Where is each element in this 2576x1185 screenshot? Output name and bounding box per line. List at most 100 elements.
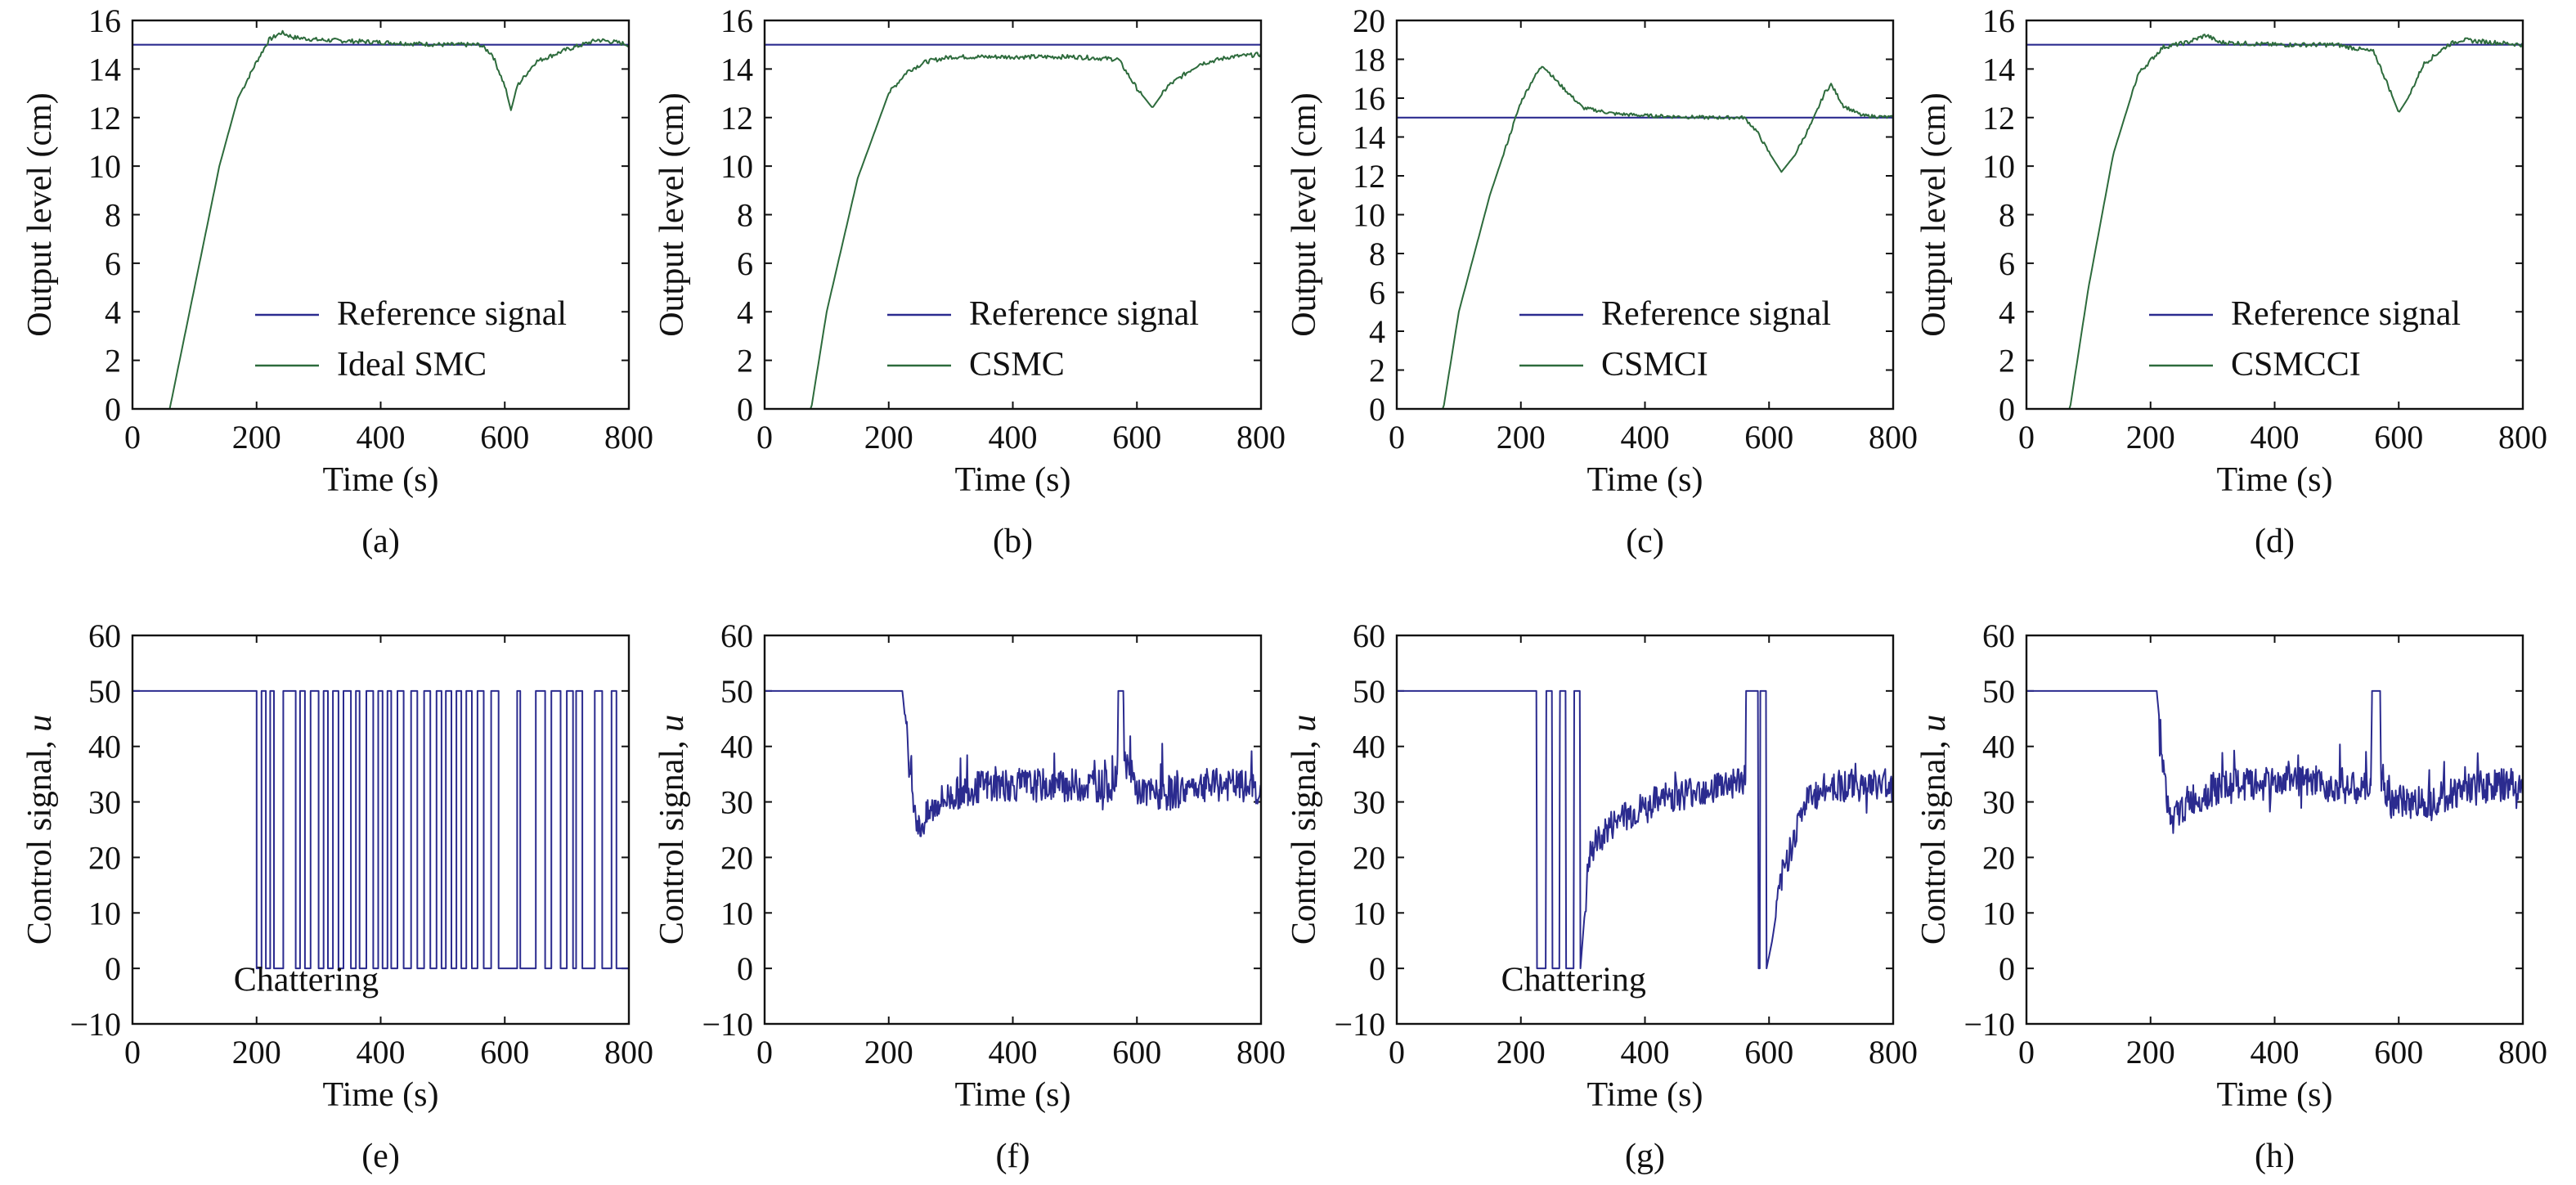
y-tick-label: 50 [1353,673,1385,710]
chart-panel-a: 0 200 400 600 800 0 2 4 6 8 10 12 14 16 Time (s) Output… [21,2,653,560]
y-tick-label: 20 [1353,839,1385,876]
y-axis-label-text: Output level (cm) [21,92,59,337]
series-group [2026,34,2523,409]
x-tick-label: 800 [604,419,653,456]
x-tick-label: 600 [480,419,529,456]
x-tick-label: 400 [357,1034,406,1071]
y-tick-label: 10 [1353,197,1385,234]
plot-frame [2025,634,2524,1026]
x-axis-label: Time (s) [2217,1076,2333,1114]
series-group [132,29,629,409]
x-tick-label: 0 [2018,419,2035,456]
y-tick-label: 40 [88,729,121,765]
x-tick-label: 200 [232,1034,281,1071]
series-group [1397,65,1893,409]
y-tick-label: 2 [105,343,121,379]
y-axis-label: Control signal, u [21,715,59,945]
y-tick-label: 20 [720,839,753,876]
y-tick-label: 2 [737,343,753,379]
y-tick-label: 8 [105,197,121,234]
x-tick-label: 800 [1236,419,1286,456]
y-tick-label: 20 [1982,839,2015,876]
y-tick-label: 14 [1353,119,1385,156]
y-axis-label: Control signal, u [1915,715,1953,945]
x-tick-label: 400 [989,1034,1038,1071]
y-tick-label: 10 [1982,895,2015,931]
x-tick-label: 600 [1112,419,1161,456]
y-tick-label: 0 [1999,391,2015,428]
chart-panel-b: 0 200 400 600 800 0 2 4 6 8 10 12 14 16 Time (s) Output… [653,2,1286,560]
y-tick-label: 10 [1982,148,2015,185]
x-tick-label: 800 [1869,419,1918,456]
legend-label: CSMCI [1601,346,1708,384]
y-tick-label: 16 [720,2,753,39]
x-axis-label: Time (s) [955,461,1071,499]
y-axis-label: Control signal, u [1286,715,1323,945]
series-line-control [132,689,629,970]
x-tick-label: 200 [864,419,913,456]
y-tick-label: 30 [88,784,121,821]
y-tick-label: 12 [1982,100,2015,137]
legend-label: Ideal SMC [337,346,487,384]
y-tick-label: 12 [88,100,121,137]
x-axis-label: Time (s) [1587,1076,1703,1114]
chattering-annotation: Chattering [1501,961,1646,999]
x-tick-label: 200 [232,419,281,456]
y-tick-label: 30 [720,784,753,821]
x-tick-label: 0 [756,419,773,456]
x-tick-label: 800 [604,1034,653,1071]
x-tick-label: 200 [2126,419,2175,456]
legend-label: Reference signal [969,295,1199,333]
y-tick-label: −10 [1963,1006,2015,1043]
x-tick-label: 200 [1497,1034,1546,1071]
series-line-control [765,689,1261,837]
y-tick-label: 8 [737,197,753,234]
chart-panel-d: 0 200 400 600 800 0 2 4 6 8 10 12 14 16 Time (s) Output… [1915,2,2547,560]
y-tick-label: 12 [1353,158,1385,195]
legend-label: CSMCCI [2231,346,2361,384]
panel-caption: (d) [2255,523,2295,560]
y-axis-label-symbol: u [1915,715,1953,732]
y-tick-label: 0 [1999,950,2015,987]
y-tick-label: 30 [1353,784,1385,821]
x-tick-label: 600 [1744,419,1793,456]
panel-caption: (h) [2255,1138,2295,1175]
x-axis-label: Time (s) [2217,461,2333,499]
x-tick-label: 400 [357,419,406,456]
chattering-annotation: Chattering [234,961,379,999]
series-group [765,43,1261,409]
x-tick-label: 600 [2374,419,2423,456]
series-line-output [150,29,629,409]
y-tick-label: −10 [702,1006,753,1043]
y-tick-label: 0 [1369,950,1385,987]
y-tick-label: 16 [1353,80,1385,117]
plot-frame [763,634,1263,1026]
y-tick-label: −10 [1334,1006,1385,1043]
y-tick-label: 18 [1353,42,1385,79]
plot-frame [1395,19,1895,411]
y-axis-label: Output level (cm) [1915,92,1953,337]
x-tick-label: 0 [124,419,141,456]
plot-frame [131,19,631,411]
y-tick-label: 10 [720,148,753,185]
x-tick-label: 0 [124,1034,141,1071]
x-axis-label: Time (s) [1587,461,1703,499]
plot-frame [763,19,1263,411]
legend-label: Reference signal [2231,295,2461,333]
y-tick-label: 2 [1369,352,1385,389]
panel-caption: (c) [1626,523,1664,560]
series-group [132,689,629,970]
x-tick-label: 800 [2498,419,2547,456]
y-tick-label: 20 [1353,2,1385,39]
y-tick-label: 0 [105,391,121,428]
x-tick-label: 600 [480,1034,529,1071]
y-axis-label-text: Output level (cm) [653,92,691,337]
y-axis-label-text: Control signal, [21,732,59,945]
x-tick-label: 400 [1621,419,1670,456]
x-tick-label: 400 [1621,1034,1670,1071]
y-tick-label: 10 [720,895,753,931]
x-tick-label: 0 [2018,1034,2035,1071]
y-tick-label: 16 [88,2,121,39]
